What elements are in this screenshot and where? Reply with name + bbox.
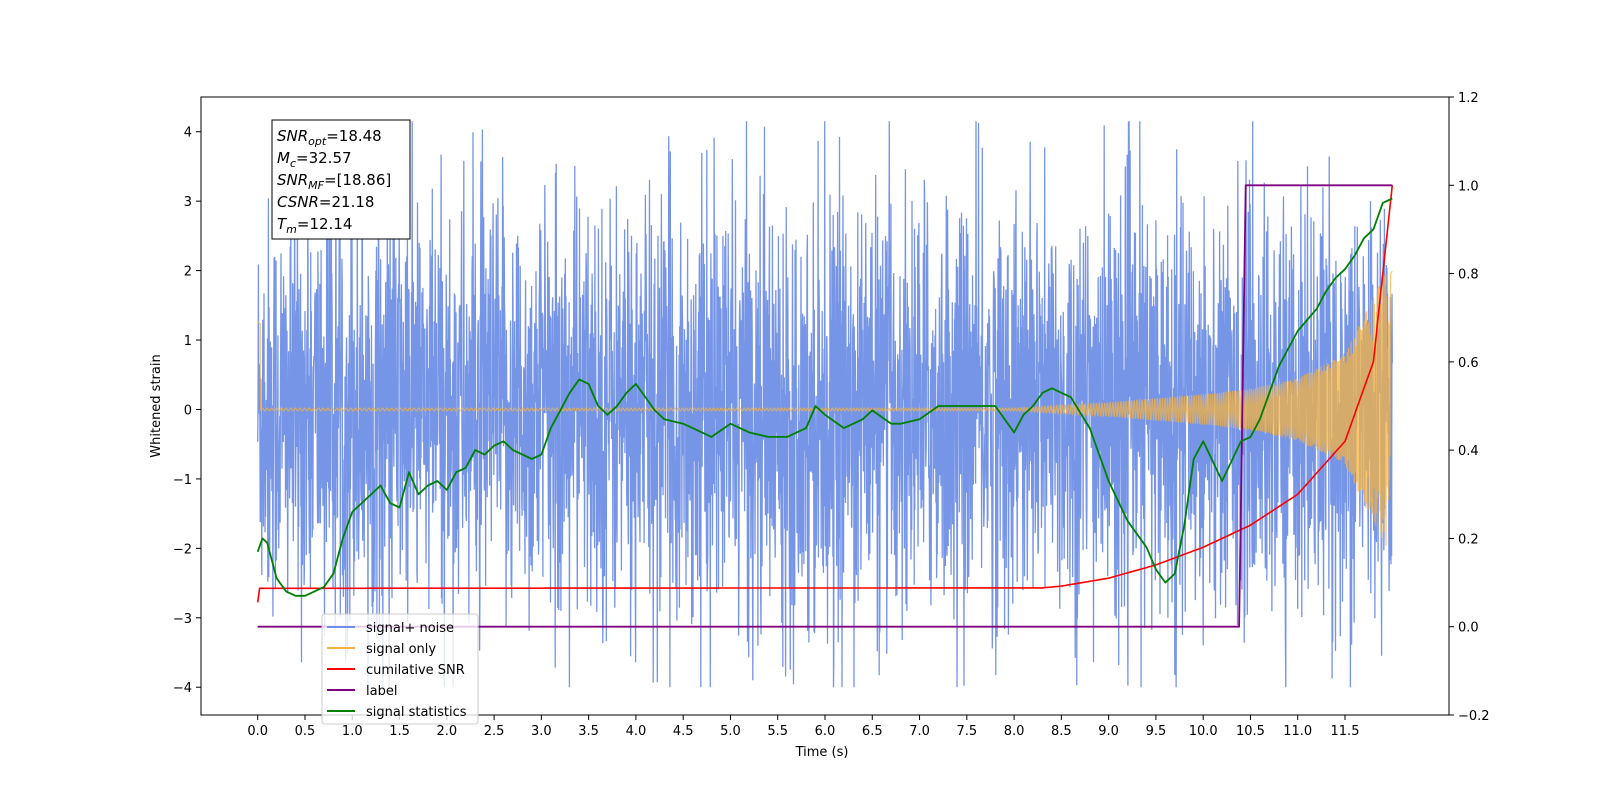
legend-items: signal+ noise signal only cumilative SNR la… [327, 621, 467, 720]
annotation-subscript: opt [308, 135, 327, 148]
x-tick-label: 9.5 [1146, 724, 1167, 739]
y2-tick-label: 0.6 [1458, 356, 1479, 371]
annotation-value: =[18.86] [324, 171, 391, 189]
y-axis-label: Whitened strain [149, 354, 164, 457]
x-tick-label: 4.0 [626, 724, 647, 739]
y-tick-label: 3 [184, 195, 192, 210]
x-tick-label: 6.0 [815, 724, 836, 739]
x-tick-label: 7.5 [956, 724, 977, 739]
y-tick-label: 1 [184, 334, 192, 349]
annotation-line: Mc=32.57 [277, 149, 352, 170]
x-tick-label: 0.0 [247, 724, 268, 739]
x-tick-label: 3.5 [578, 724, 599, 739]
y-tick-label: −2 [173, 542, 192, 557]
series-label [257, 184, 1393, 628]
x-tick-label: 11.5 [1331, 724, 1360, 739]
legend-entry: signal statistics [366, 705, 467, 720]
x-tick-label: 1.0 [342, 724, 363, 739]
y2-tick-label: 1.0 [1458, 179, 1479, 194]
annotation-symbol: T [277, 215, 288, 233]
series-signal-noise [257, 121, 1393, 688]
x-tick-label: 8.5 [1051, 724, 1072, 739]
x-tick-label: 0.5 [295, 724, 316, 739]
x-tick-label: 6.5 [862, 724, 883, 739]
annotation-frame [271, 119, 411, 240]
x-tick-label: 3.0 [531, 724, 552, 739]
y2-tick-label: −0.2 [1458, 709, 1490, 724]
x-tick-label: 10.5 [1236, 724, 1265, 739]
y2-tick-label: 0.2 [1458, 532, 1479, 547]
x-tick-label: 4.5 [673, 724, 694, 739]
y-tick-label: 4 [184, 126, 192, 141]
y-tick-label: −3 [173, 612, 192, 627]
x-tick-label: 10.0 [1189, 724, 1218, 739]
annotation-line: SNRMF=[18.86] [277, 171, 391, 192]
series-signal-only [257, 270, 1393, 546]
y2-tick-label: 1.2 [1458, 91, 1479, 106]
series-layer [256, 121, 1394, 688]
annotation-subscript: m [286, 223, 297, 236]
annotation-symbol: CSNR [277, 193, 319, 211]
annotation-lines: SNRopt=18.48Mc=32.57SNRMF=[18.86]CSNR=21… [277, 127, 391, 236]
annotation-line: Tm=12.14 [277, 215, 352, 236]
y2-axis-ticks: 1.2 1.0 0.8 0.6 0.4 0.2 0.0 −0.2 [1449, 91, 1490, 724]
series-cumulative-snr [256, 185, 1394, 603]
annotation-symbol: SNR [277, 127, 308, 145]
y2-tick-label: 0.8 [1458, 268, 1479, 283]
y-tick-label: −4 [173, 681, 192, 696]
y2-tick-label: 0.0 [1458, 621, 1479, 636]
annotation-symbol: M [277, 149, 290, 167]
x-tick-label: 2.0 [436, 724, 457, 739]
x-tick-label: 5.0 [720, 724, 741, 739]
y-axis-ticks: 4 3 2 1 0 −1 −2 −3 −4 [173, 126, 201, 696]
y-tick-label: 0 [184, 403, 192, 418]
annotation-line: CSNR=21.18 [277, 193, 374, 211]
annotation-subscript: c [290, 157, 296, 170]
legend-frame [321, 613, 479, 725]
x-tick-label: 7.0 [909, 724, 930, 739]
legend-entry: signal+ noise [366, 621, 454, 636]
x-axis-ticks: 0.0 0.5 1.0 1.5 2.0 2.5 3.0 3.5 4.0 4.5 5.0 5.5 6.0 6… [247, 715, 1359, 739]
series-signal-statistics [256, 197, 1393, 597]
x-tick-label: 1.5 [389, 724, 410, 739]
y2-tick-label: 0.4 [1458, 444, 1479, 459]
x-tick-label: 11.0 [1283, 724, 1312, 739]
x-tick-label: 5.5 [767, 724, 788, 739]
legend-entry: signal only [366, 642, 436, 657]
x-tick-label: 9.0 [1098, 724, 1119, 739]
annotation-value: =18.48 [326, 127, 382, 145]
annotation-subscript: MF [308, 179, 324, 192]
annotation-value: =12.14 [297, 215, 353, 233]
annotation-symbol: SNR [277, 171, 308, 189]
annotation-value: =21.18 [319, 193, 375, 211]
y-tick-label: 2 [184, 265, 192, 280]
x-tick-label: 8.0 [1004, 724, 1025, 739]
annotation-value: =32.57 [296, 149, 352, 167]
legend-entry: cumilative SNR [366, 663, 465, 678]
legend: signal+ noise signal only cumilative SNR la… [321, 613, 479, 725]
annotation-box: SNRopt=18.48Mc=32.57SNRMF=[18.86]CSNR=21… [271, 119, 411, 240]
x-tick-label: 2.5 [484, 724, 505, 739]
x-axis-label: Time (s) [795, 745, 849, 760]
legend-entry: label [366, 684, 397, 699]
annotation-line: SNRopt=18.48 [277, 127, 382, 148]
y-tick-label: −1 [173, 473, 192, 488]
